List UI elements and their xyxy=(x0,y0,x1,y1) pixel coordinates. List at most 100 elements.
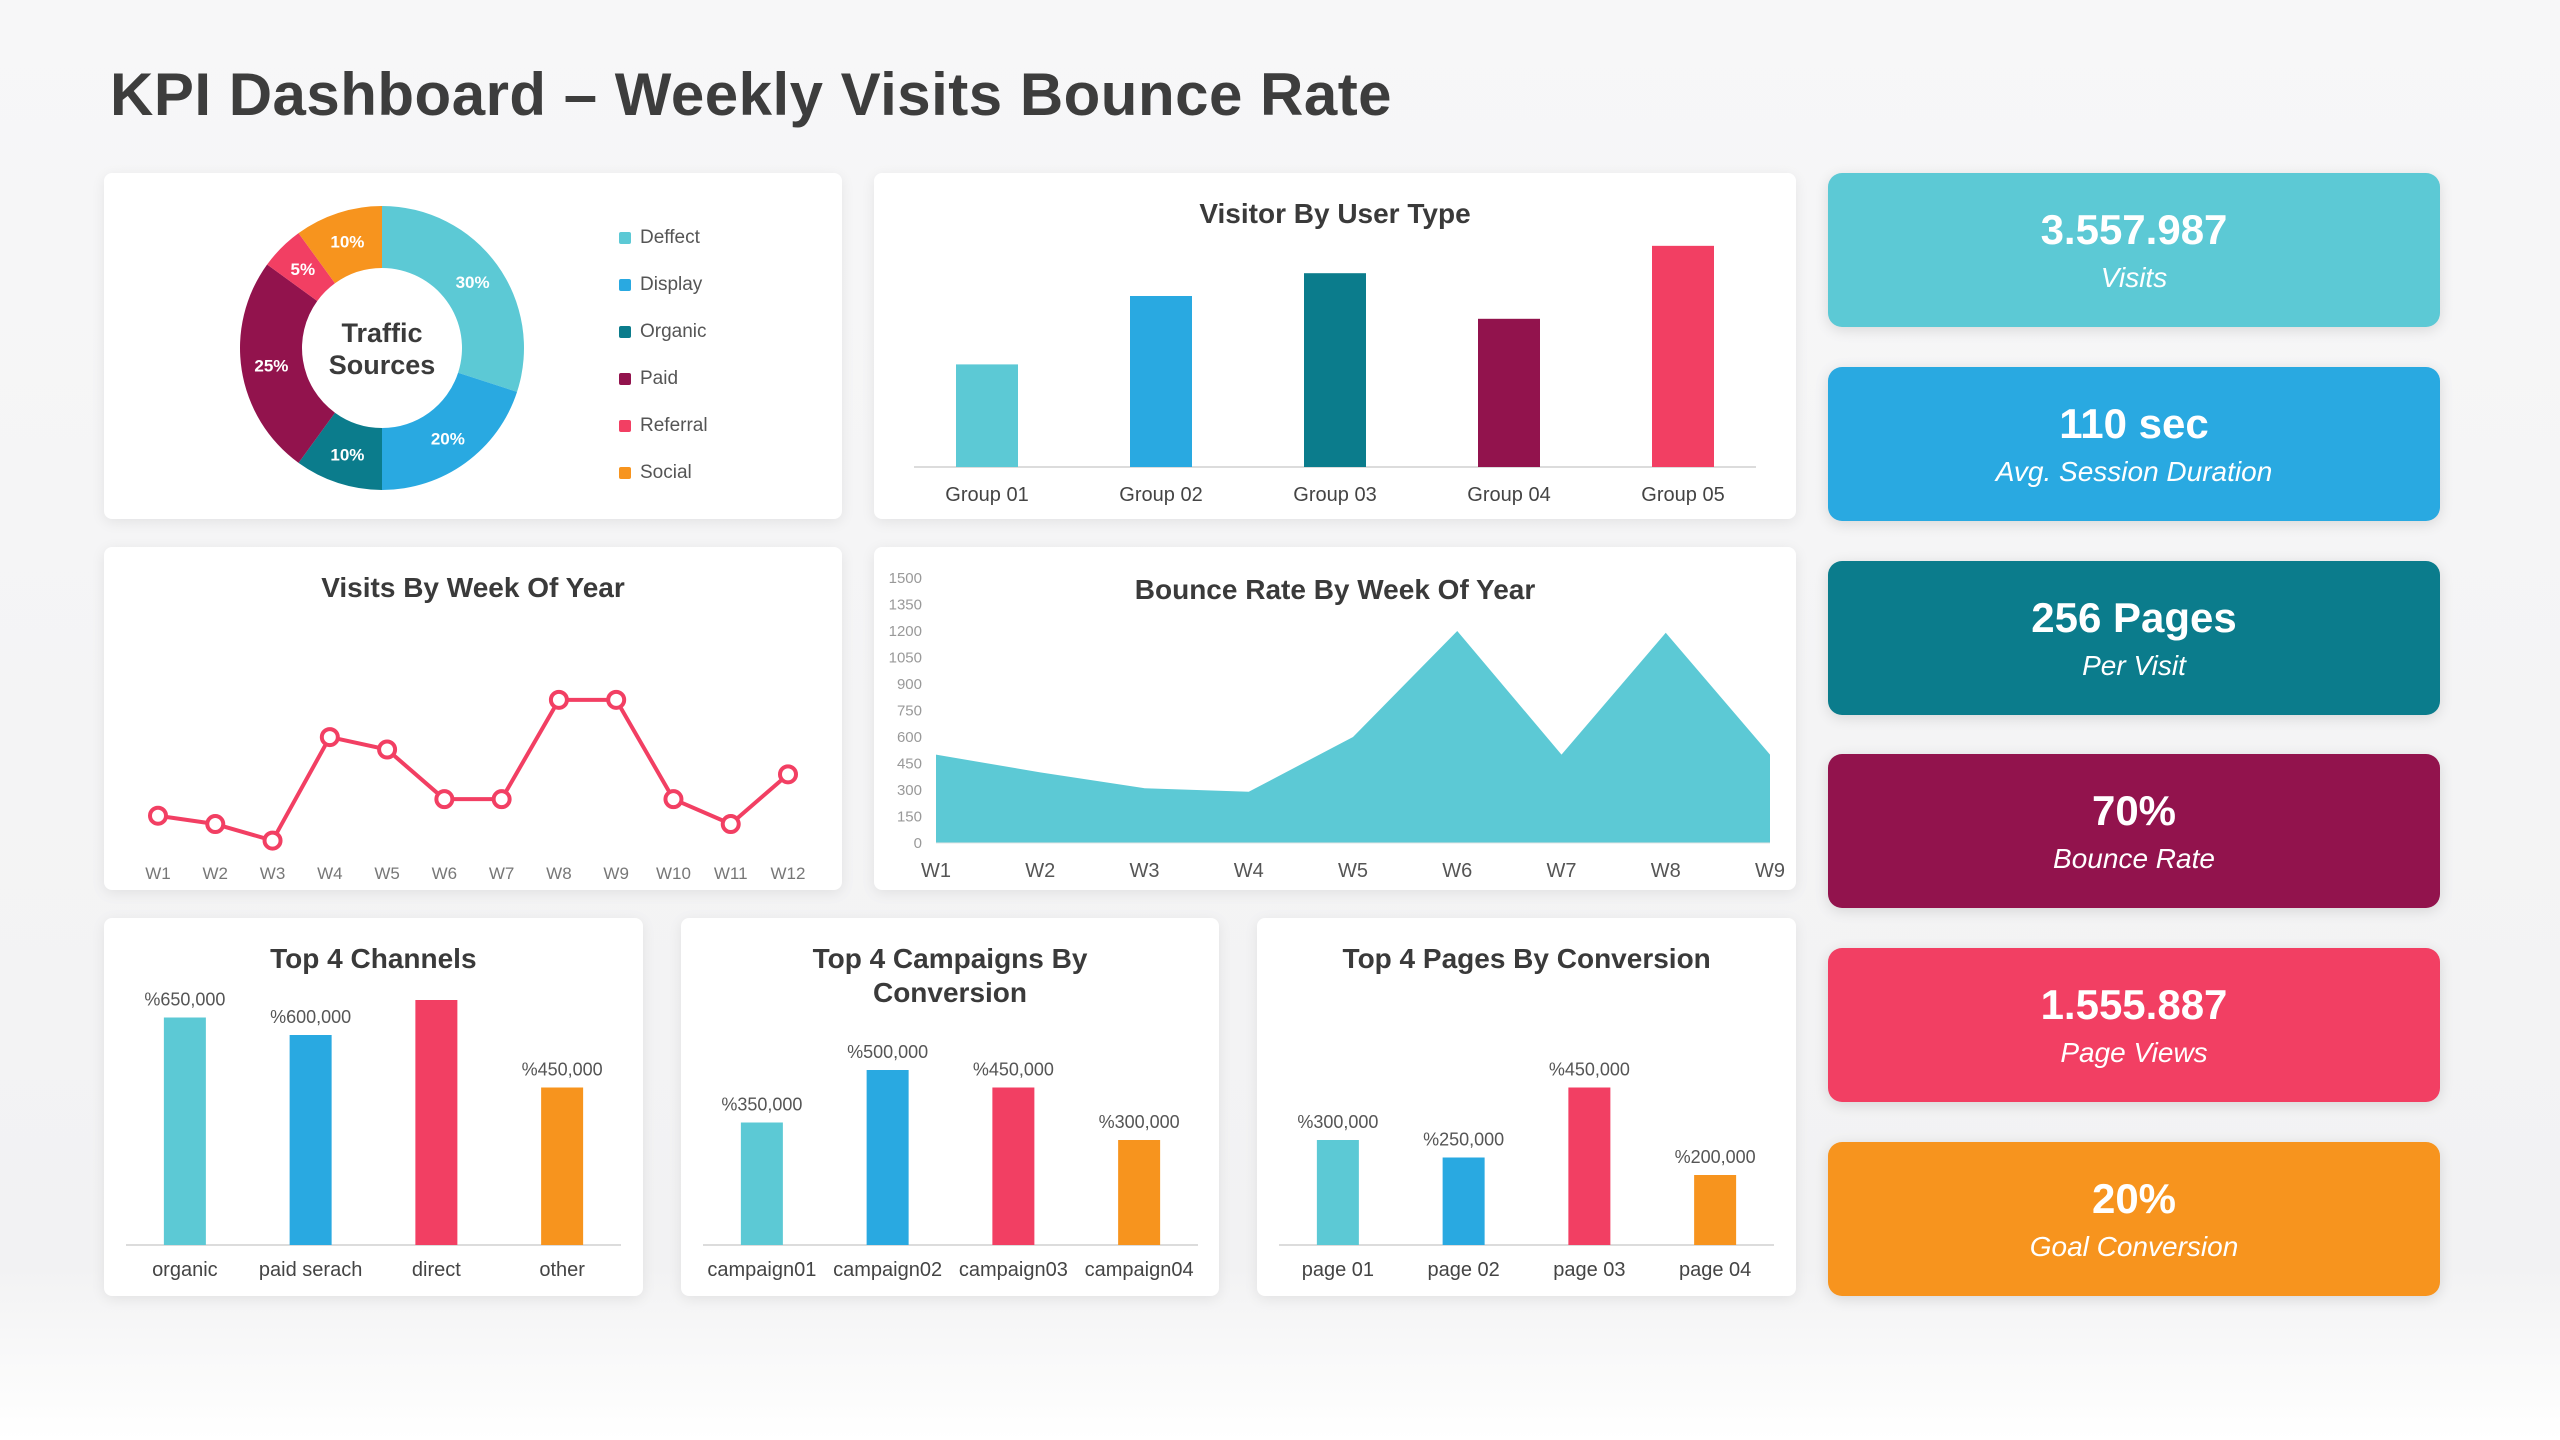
kpi-value: 70% xyxy=(2091,787,2177,835)
bar-page-01 xyxy=(1317,1140,1360,1245)
legend-item-paid: Paid xyxy=(619,368,708,390)
svg-text:750: 750 xyxy=(897,703,922,720)
svg-text:1350: 1350 xyxy=(889,597,922,614)
donut-slice-organic xyxy=(298,412,382,490)
top-campaigns-chart: %350,000 campaign01 %500,000 campaign02 %450… xyxy=(681,988,1220,1296)
svg-text:campaign02: campaign02 xyxy=(833,1259,942,1281)
svg-text:%250,000: %250,000 xyxy=(1423,1130,1504,1150)
top-4-campaigns-by-conversion-svg: %350,000 campaign01 %500,000 campaign02 %450… xyxy=(702,1042,1198,1281)
svg-text:W4: W4 xyxy=(317,864,343,883)
bar-direct xyxy=(415,1000,458,1245)
donut-slice-referral xyxy=(267,233,335,301)
top-4-pages-by-conversion-svg: %300,000 page 01 %250,000 page 02 %450,000 pa… xyxy=(1279,1060,1775,1281)
page-title: KPI Dashboard – Weekly Visits Bounce Rat… xyxy=(110,61,1393,128)
visits-by-week-card: Visits By Week Of Year W1 W2 W3 W4 W5 W6 W7 W8 W… xyxy=(104,547,842,890)
svg-text:5%: 5% xyxy=(291,260,316,279)
bar-campaign03 xyxy=(992,1087,1035,1245)
legend-label: Paid xyxy=(640,368,679,389)
legend-item-social: Social xyxy=(619,462,708,484)
legend-swatch xyxy=(619,373,631,385)
svg-text:%350,000: %350,000 xyxy=(721,1095,802,1115)
bar-campaign02 xyxy=(866,1070,909,1245)
bar-Group-04 xyxy=(1478,318,1540,467)
kpi-card-session-duration: 110 sec Avg. Session Duration xyxy=(1828,366,2440,521)
svg-text:150: 150 xyxy=(897,809,922,826)
visits-by-week-chart: W1 W2 W3 W4 W5 W6 W7 W8 W9 W10 W11 W12 xyxy=(104,617,842,890)
svg-text:Group 04: Group 04 xyxy=(1467,484,1550,506)
legend-swatch xyxy=(619,279,631,291)
legend-label: Referral xyxy=(640,415,708,436)
svg-text:600: 600 xyxy=(897,729,922,746)
donut-slice-deffect xyxy=(382,206,524,392)
traffic-sources-legend: Deffect Display Organic Paid Referral Social xyxy=(619,227,708,484)
svg-text:%300,000: %300,000 xyxy=(1098,1112,1179,1132)
top-channels-card: Top 4 Channels %650,000 organic %600,000 pa… xyxy=(104,918,643,1296)
svg-text:Group 05: Group 05 xyxy=(1641,484,1724,506)
kpi-label: Goal Conversion xyxy=(2029,1230,2239,1262)
legend-item-deffect: Deffect xyxy=(619,227,708,249)
svg-text:W7: W7 xyxy=(489,864,515,883)
legend-item-display: Display xyxy=(619,274,708,296)
kpi-value: 1.555.887 xyxy=(2040,981,2228,1029)
svg-text:%500,000: %500,000 xyxy=(847,1042,928,1062)
top-4-channels-svg: %650,000 organic %600,000 paid serach direct… xyxy=(126,990,621,1281)
svg-text:%450,000: %450,000 xyxy=(522,1060,603,1080)
svg-text:page 01: page 01 xyxy=(1302,1259,1374,1281)
legend-label: Deffect xyxy=(640,227,700,248)
svg-text:campaign03: campaign03 xyxy=(959,1259,1068,1281)
bar-Group-03 xyxy=(1304,273,1366,467)
bar-paid-serach xyxy=(289,1035,332,1245)
svg-text:1200: 1200 xyxy=(889,623,922,640)
traffic-sources-card: 30% 20% 10% 25% 5% 10% Traffic Sources Deffect D… xyxy=(104,173,842,519)
svg-text:W3: W3 xyxy=(1130,860,1160,882)
svg-text:1050: 1050 xyxy=(889,650,922,667)
svg-text:page 04: page 04 xyxy=(1679,1259,1751,1281)
kpi-card-pages-per-visit: 256 Pages Per Visit xyxy=(1828,560,2440,715)
legend-label: Organic xyxy=(640,321,707,342)
kpi-dashboard-page: KPI Dashboard – Weekly Visits Bounce Rat… xyxy=(104,61,2440,1296)
legend-swatch xyxy=(619,420,631,432)
legend-swatch xyxy=(619,232,631,244)
svg-text:0: 0 xyxy=(914,835,922,852)
kpi-value: 256 Pages xyxy=(2031,593,2237,641)
top-pages-chart: %300,000 page 01 %250,000 page 02 %450,000 pa… xyxy=(1257,988,1796,1296)
bar-campaign04 xyxy=(1117,1140,1160,1245)
bounce-rate-by-week-chart: 0 150 300 450 600 750 900 1050 1200 1350 1500 W1 W2 W… xyxy=(874,547,1796,890)
svg-text:W5: W5 xyxy=(374,864,400,883)
svg-text:W8: W8 xyxy=(1651,860,1681,882)
kpi-card-page-views: 1.555.887 Page Views xyxy=(1828,948,2440,1103)
visits-by-week-of-year-svg: W1 W2 W3 W4 W5 W6 W7 W8 W9 W10 W11 W12 xyxy=(145,689,805,883)
svg-text:W1: W1 xyxy=(921,860,951,882)
svg-text:%600,000: %600,000 xyxy=(270,1007,351,1027)
top-pages-card: Top 4 Pages By Conversion %300,000 page 0… xyxy=(1257,918,1797,1296)
donut-slice-social xyxy=(298,206,382,284)
visits-by-week-title: Visits By Week Of Year xyxy=(321,572,625,603)
top-pages-title: Top 4 Pages By Conversion xyxy=(1342,943,1711,974)
svg-text:10%: 10% xyxy=(330,232,364,251)
kpi-card-visits: 3.557.987 Visits xyxy=(1828,173,2440,327)
svg-text:25%: 25% xyxy=(254,357,288,376)
bar-other xyxy=(541,1087,584,1245)
bounce-rate-by-week-title: Bounce Rate By Week Of Year xyxy=(1134,574,1536,605)
kpi-value: 20% xyxy=(2091,1174,2177,1222)
svg-text:W7: W7 xyxy=(1547,860,1577,882)
donut-slice-display xyxy=(382,372,518,490)
svg-text:20%: 20% xyxy=(431,430,465,449)
svg-text:W6: W6 xyxy=(432,864,458,883)
svg-text:page 03: page 03 xyxy=(1554,1259,1626,1281)
visitor-by-user-type-card: Visitor By User Type Group 01 Group 02 Gro… xyxy=(874,173,1796,519)
legend-swatch xyxy=(619,326,631,338)
svg-text:%450,000: %450,000 xyxy=(973,1060,1054,1080)
svg-text:W5: W5 xyxy=(1338,860,1368,882)
svg-text:paid serach: paid serach xyxy=(259,1259,362,1281)
svg-text:campaign04: campaign04 xyxy=(1084,1259,1193,1281)
top-channels-chart: %650,000 organic %600,000 paid serach direct… xyxy=(104,988,643,1296)
svg-text:1500: 1500 xyxy=(889,570,922,587)
bar-Group-05 xyxy=(1652,245,1714,467)
top-campaigns-card: Top 4 Campaigns By Conversion %350,000 ca… xyxy=(680,918,1220,1296)
bar-campaign01 xyxy=(740,1122,783,1245)
legend-item-referral: Referral xyxy=(619,415,708,437)
bar-page-03 xyxy=(1568,1087,1611,1245)
svg-text:W9: W9 xyxy=(1755,860,1785,882)
donut-slice-paid xyxy=(240,264,335,463)
